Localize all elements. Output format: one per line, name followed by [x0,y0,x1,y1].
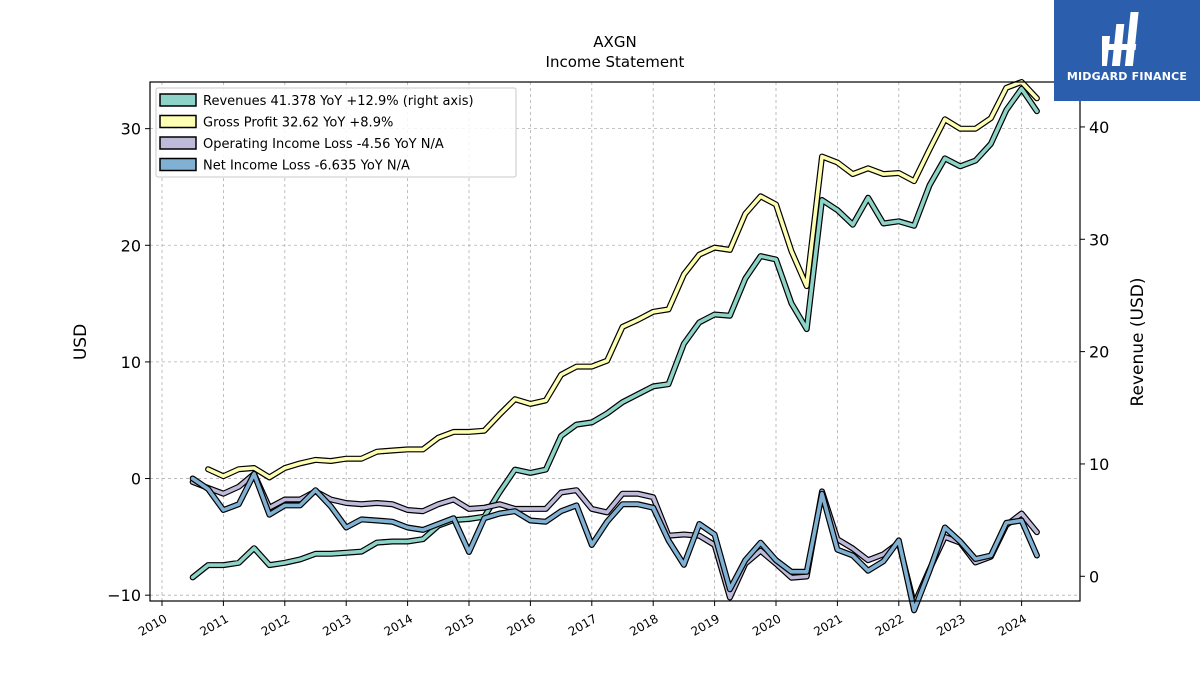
series-revenues [189,85,1040,581]
legend-box [155,87,517,178]
x-tick-label: 2023 [934,611,967,638]
legend-label: Net Income Loss -6.635 YoY N/A [203,159,410,174]
series-line [206,80,1039,480]
x-tick-label: 2019 [689,611,722,638]
y-left-tick-label: 20 [121,236,141,255]
y-right-tick-label: 10 [1089,455,1109,474]
y-left-tick-label: −10 [107,586,141,605]
y-axis-right-label: Revenue (USD) [1128,277,1148,406]
x-tick-label: 2018 [627,611,660,638]
series-net-income-loss [189,470,1040,614]
series-gross-profit [205,79,1040,481]
x-tick-label: 2016 [504,611,537,638]
y-left-tick-label: 10 [121,353,141,372]
x-tick-label: 2017 [566,611,599,638]
legend-swatch [159,136,197,150]
x-tick-label: 2010 [136,611,169,638]
plot-area-frame [149,81,1081,602]
legend-swatch [159,157,197,172]
chart-title: AXGN [593,33,636,51]
series-line [190,86,1039,580]
midgard-finance-logo: MIDGARD FINANCE [1054,0,1200,101]
x-tick-label: 2013 [320,611,353,638]
x-tick-label: 2022 [873,611,906,638]
y-left-tick-label: 0 [131,470,141,489]
chart-subtitle: Income Statement [546,53,685,71]
series-lines [189,79,1040,614]
logo-text: MIDGARD FINANCE [1066,70,1188,83]
x-tick-label: 2011 [197,611,230,638]
x-tick-label: 2021 [811,611,844,638]
y-right-tick-label: 40 [1089,118,1109,137]
legend-swatch [159,114,197,129]
legend-swatch [159,93,197,107]
legend-label: Revenues 41.378 YoY +12.9% (right axis) [203,94,474,109]
y-axis-left: −10 0 10 20 30 [107,120,150,605]
x-tick-label: 2024 [996,611,1029,638]
x-tick-label: 2014 [382,611,415,638]
x-axis: 2010 2011 2012 2013 2014 2015 2016 2017 2018 2019… [136,601,1029,639]
x-tick-label: 2012 [259,611,292,638]
x-tick-label: 2020 [750,611,783,638]
x-tick-label: 2015 [443,611,476,638]
series-line [190,472,1039,613]
y-right-tick-label: 30 [1089,230,1109,249]
y-left-tick-label: 30 [121,120,141,139]
y-right-tick-label: 0 [1089,567,1099,586]
logo-mark-icon [1102,12,1139,66]
y-axis-right: 0 10 20 30 40 [1080,118,1109,586]
legend-label: Operating Income Loss -4.56 YoY N/A [203,137,444,152]
legend: Revenues 41.378 YoY +12.9% (right axis) G… [155,87,517,178]
y-right-tick-label: 20 [1089,343,1109,362]
y-axis-left-label: USD [71,324,91,360]
legend-label: Gross Profit 32.62 YoY +8.9% [203,116,393,131]
